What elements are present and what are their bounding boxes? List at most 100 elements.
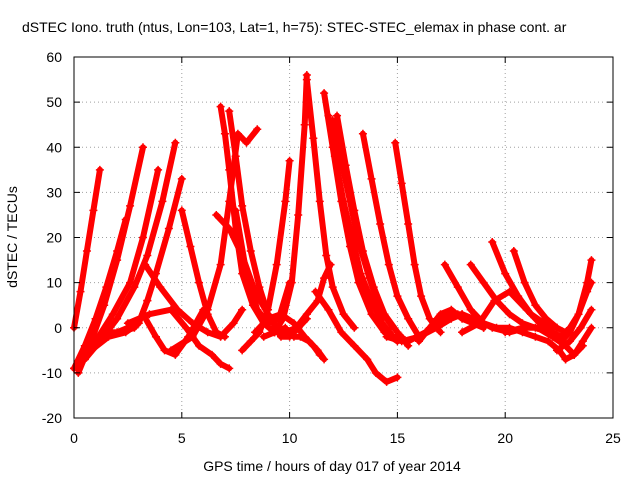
series-trail — [142, 261, 246, 340]
data-point — [164, 224, 173, 233]
data-point — [238, 305, 247, 314]
data-point — [315, 197, 324, 206]
series-trail — [553, 306, 595, 354]
data-point — [466, 305, 475, 314]
data-point — [255, 283, 264, 292]
data-point — [167, 305, 176, 314]
data-point — [171, 138, 180, 147]
data-point — [246, 337, 255, 346]
data-point — [384, 260, 393, 269]
data-point — [570, 350, 579, 359]
data-point — [356, 269, 365, 278]
data-point — [309, 134, 318, 143]
data-point — [177, 174, 186, 183]
data-point — [479, 278, 488, 287]
data-point — [89, 206, 98, 215]
data-point — [212, 210, 221, 219]
data-point — [188, 319, 197, 328]
data-point — [425, 323, 434, 332]
x-tick-label: 25 — [605, 430, 621, 446]
data-point — [251, 328, 260, 337]
data-point — [369, 283, 378, 292]
data-point — [225, 224, 234, 233]
series-21 — [289, 332, 329, 364]
data-point — [587, 256, 596, 265]
data-point — [102, 332, 111, 341]
series-trail — [562, 324, 595, 363]
data-point — [557, 337, 566, 346]
data-point — [565, 328, 574, 337]
data-point — [238, 346, 247, 355]
data-point — [339, 310, 348, 319]
data-point — [410, 260, 419, 269]
data-point — [212, 328, 221, 337]
data-point — [404, 219, 413, 228]
data-point — [143, 251, 152, 260]
data-point — [587, 305, 596, 314]
data-point — [305, 337, 314, 346]
series-25 — [333, 111, 413, 350]
data-point — [264, 314, 273, 323]
data-point — [80, 355, 89, 364]
data-point — [82, 247, 91, 256]
series-trail — [334, 112, 412, 349]
data-point — [371, 368, 380, 377]
data-point — [294, 210, 303, 219]
y-axis-label: dSTEC / TECUs — [4, 186, 20, 288]
series-trail — [124, 306, 233, 372]
data-point — [328, 283, 337, 292]
data-point — [231, 152, 240, 161]
data-point — [518, 323, 527, 332]
data-point — [285, 156, 294, 165]
data-point — [259, 332, 268, 341]
data-point — [195, 278, 204, 287]
data-point — [143, 296, 152, 305]
x-tick-label: 5 — [178, 430, 186, 446]
series-12 — [216, 102, 290, 337]
data-point — [350, 341, 359, 350]
series-trail — [168, 126, 261, 354]
data-point — [531, 301, 540, 310]
data-point — [453, 283, 462, 292]
data-point — [238, 201, 247, 210]
data-point — [203, 328, 212, 337]
data-point — [404, 314, 413, 323]
data-point — [76, 287, 85, 296]
data-point — [337, 328, 346, 337]
data-point — [376, 219, 385, 228]
data-point — [130, 283, 139, 292]
data-point — [311, 287, 320, 296]
data-point — [154, 165, 163, 174]
data-point — [220, 332, 229, 341]
chart-title: dSTEC Iono. truth (ntus, Lon=103, Lat=1,… — [22, 19, 567, 35]
data-point — [578, 337, 587, 346]
y-tick-label: 20 — [46, 230, 62, 246]
data-point — [281, 328, 290, 337]
data-point — [113, 314, 122, 323]
series-40 — [561, 323, 596, 364]
series-trail — [178, 207, 228, 340]
data-point — [296, 332, 305, 341]
data-point — [505, 287, 514, 296]
data-point — [425, 314, 434, 323]
data-point — [246, 247, 255, 256]
data-point — [565, 337, 574, 346]
data-point — [207, 350, 216, 359]
data-point — [300, 120, 309, 129]
data-point — [264, 305, 273, 314]
data-point — [397, 179, 406, 188]
y-tick-label: -10 — [42, 365, 62, 381]
x-tick-label: 15 — [390, 430, 406, 446]
data-series — [70, 71, 596, 386]
data-point — [436, 314, 445, 323]
data-point — [350, 323, 359, 332]
data-point — [533, 323, 542, 332]
data-point — [458, 328, 467, 337]
data-point — [113, 256, 122, 265]
data-point — [123, 319, 132, 328]
data-point — [242, 269, 251, 278]
series-42 — [557, 256, 596, 346]
data-point — [292, 323, 301, 332]
data-point — [182, 323, 191, 332]
data-point — [158, 197, 167, 206]
